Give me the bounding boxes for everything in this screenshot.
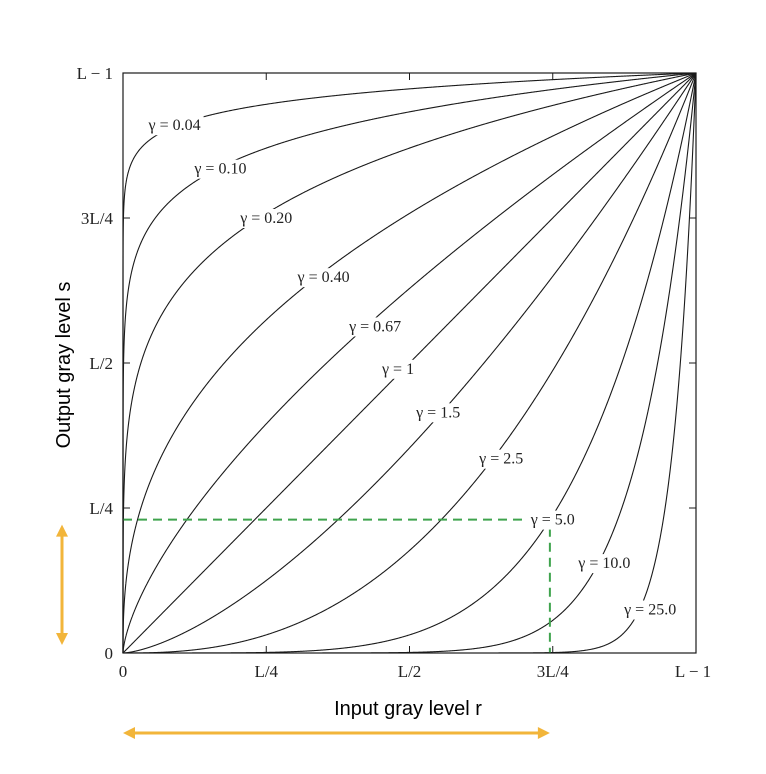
y-tick-label: L − 1: [77, 64, 113, 83]
arrow-head-up: [56, 524, 68, 537]
x-axis-title: Input gray level r: [334, 698, 482, 720]
curve-label: γ = 0.67: [348, 318, 401, 335]
curve-gamma-0-67: [122, 72, 697, 653]
curve-label: γ = 0.40: [297, 269, 350, 286]
curve-gamma-0-04: [122, 72, 697, 653]
curve-label: γ = 0.20: [239, 210, 292, 227]
curve-label: γ = 1.5: [415, 404, 460, 421]
curve-label-bg: [574, 554, 634, 574]
curve-gamma-0-2: [122, 72, 697, 653]
y-tick-label: L/2: [89, 354, 113, 373]
curve-label-bg: [345, 317, 405, 337]
y-tick-label: 3L/4: [81, 209, 114, 228]
curve-gamma-1: [122, 72, 697, 654]
arrow-layer: [56, 524, 550, 739]
x-tick-label: L/4: [254, 662, 278, 681]
guide-layer: [123, 518, 551, 653]
guide-dashed-line: [123, 518, 551, 653]
curve-label-bg: [377, 359, 418, 379]
y-tick-label: 0: [105, 644, 114, 663]
curve-label: γ = 25.0: [623, 602, 676, 619]
curve-label-bg: [620, 600, 680, 620]
x-tick-label: 0: [119, 662, 128, 681]
curve-gamma-1-5: [122, 72, 697, 654]
arrow-head-left: [123, 727, 135, 739]
curve-label: γ = 0.10: [193, 161, 246, 178]
curve-label-bg: [293, 268, 353, 288]
curve-label-bg: [475, 449, 527, 469]
x-tick-label: L/2: [398, 662, 422, 681]
curve-label-bg: [412, 403, 464, 423]
y-tick-label: L/4: [89, 499, 113, 518]
curve-label: γ = 5.0: [530, 512, 575, 529]
tick-label-layer: 0 L/4 L/2 3L/4 L − 1 0 L/4 L/2 3L/4 L − 1: [77, 64, 712, 681]
curve-label-bg: [526, 510, 578, 530]
curve-label: γ = 2.5: [478, 451, 523, 468]
arrow-head-right: [537, 727, 550, 739]
curve-gamma-0-1: [122, 72, 697, 653]
curve-label-bg: [144, 116, 204, 136]
curve-label: γ = 1: [381, 361, 414, 378]
curve-label-bg: [236, 209, 296, 228]
curve-label: γ = 10.0: [577, 555, 630, 572]
x-tick-label: L − 1: [675, 662, 711, 681]
curve-label: γ = 0.04: [148, 117, 201, 134]
tick-layer: [122, 72, 697, 654]
curve-label-layer: γ = 0.04 γ = 0.10 γ = 0.20 γ = 0.40 γ = 0.67…: [144, 116, 680, 620]
x-tick-label: 3L/4: [537, 662, 570, 681]
arrow-head-down: [56, 633, 68, 645]
curve-label-bg: [190, 159, 250, 179]
y-axis-title: Output gray level s: [53, 282, 75, 449]
